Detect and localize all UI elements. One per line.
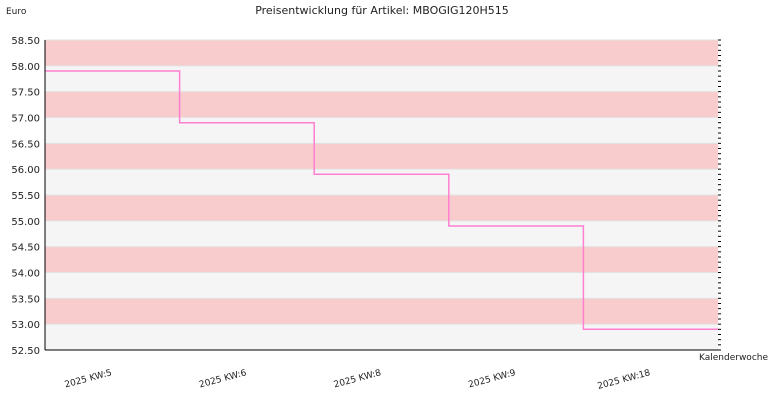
y-tick-label: 58.00 [11, 62, 40, 73]
grid-band [45, 65, 718, 92]
price-step-line [45, 70, 718, 331]
y-tick-label: 57.50 [11, 88, 40, 99]
grid-band [45, 117, 718, 144]
y-tick-labels: 58.50 58.00 57.50 57.00 56.50 56.00 55.50 55.00… [11, 36, 40, 357]
grid-band [45, 40, 718, 66]
y-tick-label: 54.50 [11, 243, 40, 254]
y-tick-label: 52.50 [11, 346, 40, 357]
x-tick-label: 2025 KW:8 [333, 368, 383, 390]
x-tick-label: 2025 KW:5 [64, 368, 113, 390]
grid-band [45, 324, 718, 350]
series-group [45, 70, 718, 331]
y-tick-label: 57.00 [11, 114, 40, 125]
y-tick-label: 56.00 [11, 165, 40, 176]
x-tick-labels: 2025 KW:5 2025 KW:6 2025 KW:8 2025 KW:9 2025… [64, 368, 652, 392]
y-tick-label: 53.50 [11, 294, 40, 305]
y-tick-label: 56.50 [11, 139, 40, 150]
grid-band [45, 246, 718, 273]
y-tick-label: 53.00 [11, 320, 40, 331]
y-tick-label: 55.50 [11, 191, 40, 202]
grid-band [45, 143, 718, 170]
x-axis-title: Kalenderwoche [699, 353, 768, 363]
grid-band [45, 195, 718, 221]
x-tick-label: 2025 KW:6 [198, 368, 248, 390]
y-tick-label: 55.00 [11, 217, 40, 228]
y-axis-title: Euro [6, 7, 27, 17]
y-tick-label: 58.50 [11, 36, 40, 47]
chart-title: Preisentwicklung für Artikel: MBOGIG120H… [255, 4, 509, 17]
grid-bands [45, 39, 718, 351]
grid-band [45, 169, 718, 195]
grid-band [45, 272, 718, 299]
grid-band [45, 298, 718, 325]
x-tick-label: 2025 KW:18 [597, 368, 652, 392]
grid-band [45, 91, 718, 118]
grid-band [45, 220, 718, 247]
right-axis-ticks [718, 39, 721, 351]
x-tick-label: 2025 KW:9 [467, 368, 517, 390]
y-tick-label: 54.00 [11, 269, 40, 280]
